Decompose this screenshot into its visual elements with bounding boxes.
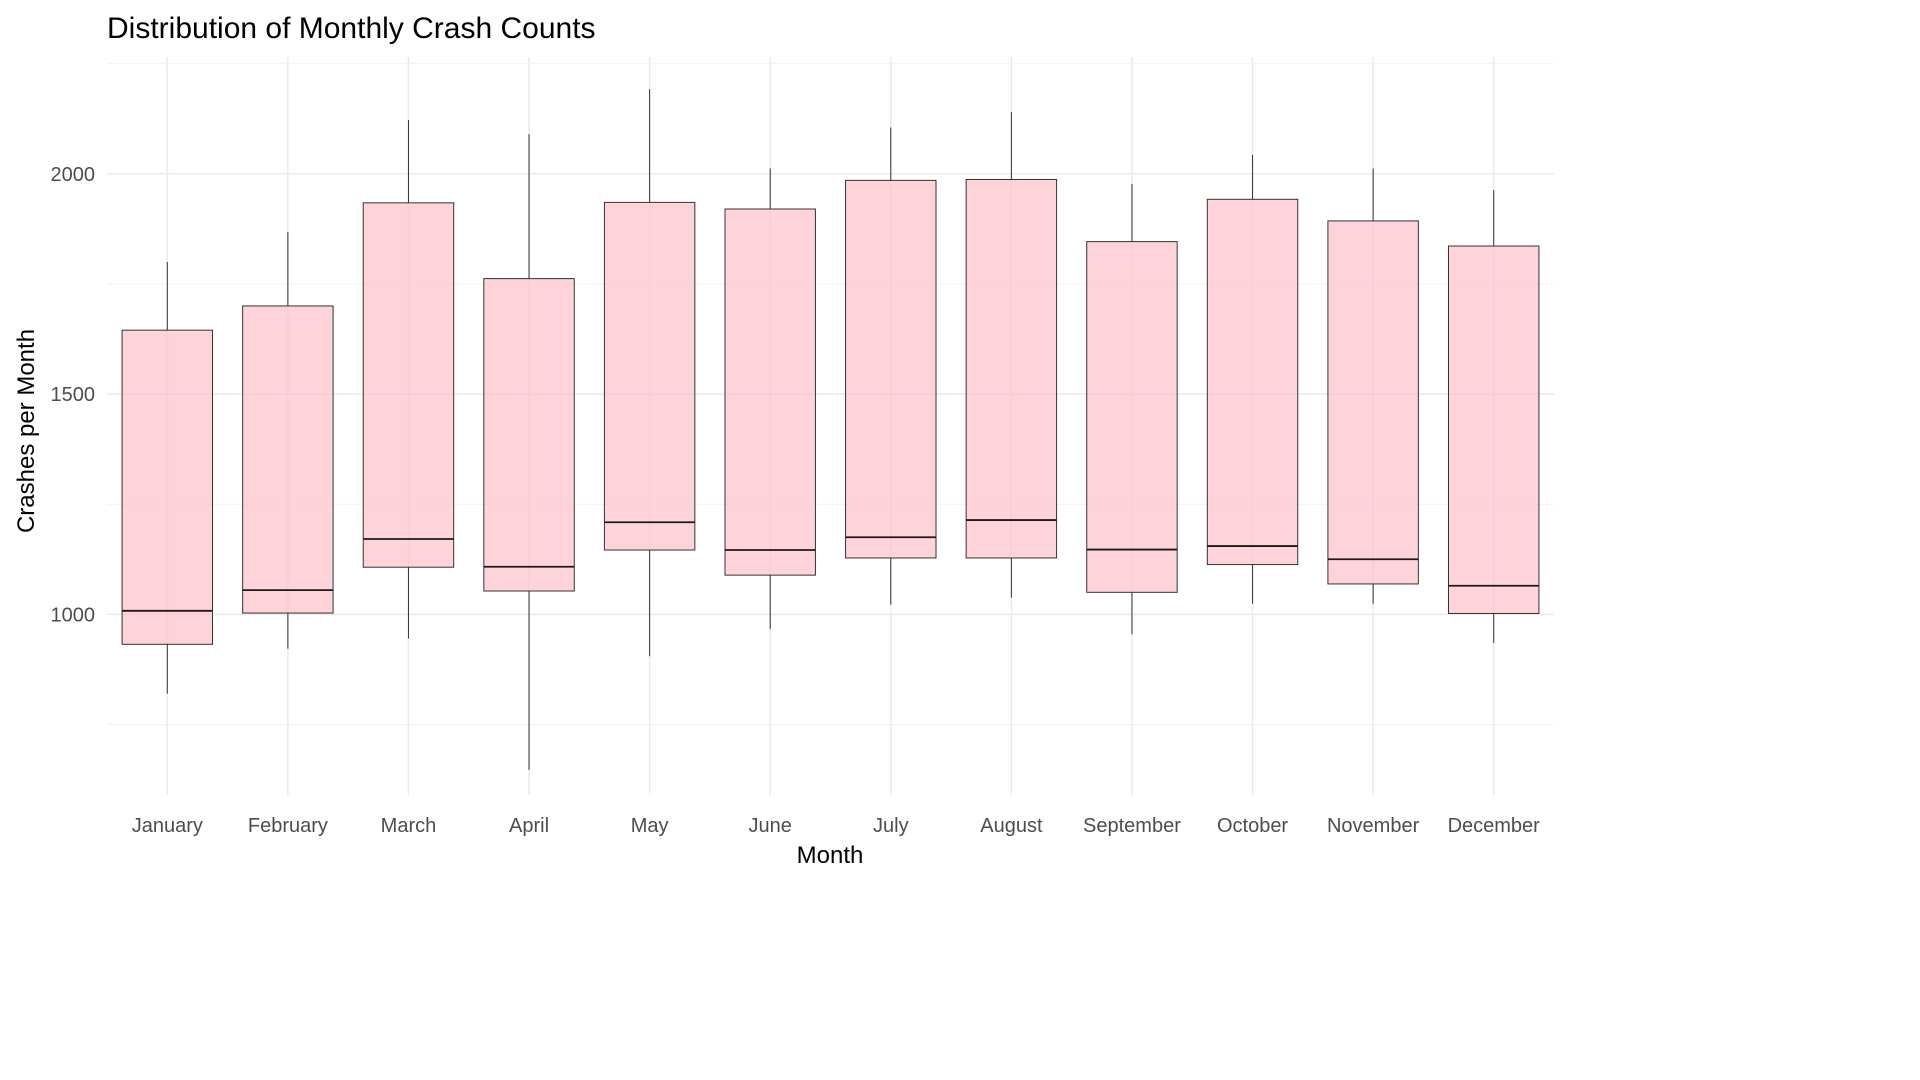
box-june	[724, 168, 816, 629]
x-tick-label: May	[631, 815, 669, 837]
box-november	[1327, 168, 1419, 604]
box-october	[1206, 154, 1299, 604]
box-iqr	[1327, 220, 1419, 585]
x-tick-label: October	[1217, 815, 1288, 837]
x-tick-label: July	[873, 815, 909, 837]
box-iqr	[1447, 245, 1540, 614]
box-july	[845, 127, 937, 605]
box-september	[1086, 183, 1178, 635]
boxplot-chart: Distribution of Monthly Crash Counts 100…	[13, 12, 1554, 869]
box-iqr	[1086, 241, 1178, 593]
x-tick-label: December	[1448, 815, 1541, 837]
box-iqr	[724, 208, 816, 576]
x-tick-label: September	[1083, 815, 1181, 837]
box-iqr	[603, 201, 696, 551]
box-may	[603, 89, 696, 657]
y-axis-title: Crashes per Month	[13, 329, 40, 533]
boxes	[121, 89, 1540, 770]
box-february	[242, 231, 334, 649]
y-axis-ticks: 1000 1500 2000	[51, 164, 96, 627]
box-iqr	[242, 305, 334, 614]
x-tick-label: November	[1327, 815, 1420, 837]
y-tick-label: 1000	[51, 604, 96, 626]
chart-title: Distribution of Monthly Crash Counts	[107, 12, 596, 45]
box-march	[362, 120, 455, 639]
box-iqr	[121, 329, 214, 645]
x-tick-label: March	[381, 815, 437, 837]
x-axis-ticks: January February March April May June July Augu…	[132, 815, 1540, 837]
x-axis-title: Month	[797, 842, 864, 869]
x-tick-label: January	[132, 815, 203, 837]
y-tick-label: 2000	[51, 164, 96, 186]
x-tick-label: August	[980, 815, 1043, 837]
box-iqr	[1206, 198, 1299, 566]
box-april	[483, 134, 575, 770]
x-tick-label: June	[749, 815, 792, 837]
box-august	[965, 112, 1058, 598]
box-iqr	[483, 278, 575, 592]
box-iqr	[362, 202, 455, 568]
box-december	[1447, 190, 1540, 643]
box-iqr	[965, 178, 1058, 559]
y-tick-label: 1500	[51, 384, 96, 406]
box-january	[121, 261, 214, 694]
x-tick-label: April	[509, 815, 549, 837]
x-tick-label: February	[248, 815, 328, 837]
box-iqr	[845, 179, 937, 559]
